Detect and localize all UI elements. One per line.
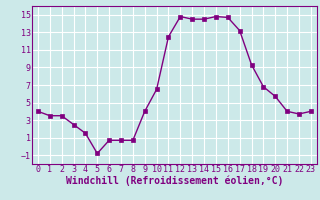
X-axis label: Windchill (Refroidissement éolien,°C): Windchill (Refroidissement éolien,°C)	[66, 176, 283, 186]
